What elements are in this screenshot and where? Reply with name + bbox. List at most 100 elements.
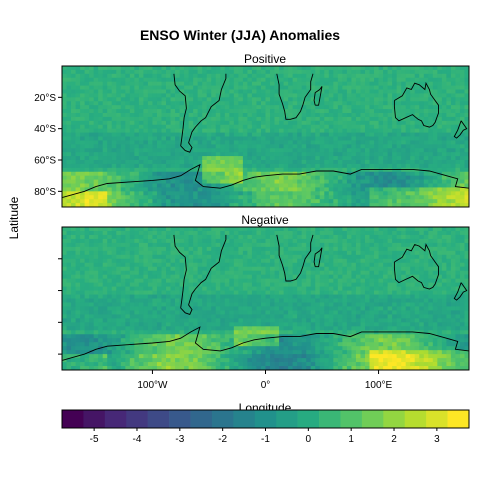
heatmap-cell	[233, 195, 239, 200]
heatmap-cell	[392, 148, 398, 153]
heatmap-cell	[220, 306, 226, 311]
heatmap-cell	[229, 105, 235, 110]
heatmap-cell	[102, 140, 108, 145]
heatmap-cell	[134, 113, 140, 118]
heatmap-cell	[116, 238, 122, 244]
heatmap-cell	[279, 124, 284, 130]
heatmap-cell	[161, 109, 167, 114]
heatmap-cell	[238, 66, 244, 71]
heatmap-cell	[80, 298, 86, 303]
heatmap-cell	[405, 101, 411, 106]
heatmap-cell	[387, 191, 393, 196]
heatmap-cell	[175, 326, 180, 331]
heatmap-cell	[215, 302, 221, 307]
heatmap-cell	[184, 113, 190, 118]
heatmap-cell	[260, 306, 266, 311]
heatmap-cell	[260, 266, 266, 272]
heatmap-cell	[441, 66, 447, 71]
heatmap-cell	[238, 191, 244, 196]
heatmap-cell	[270, 148, 275, 153]
heatmap-cell	[242, 120, 248, 126]
heatmap-cell	[156, 262, 162, 268]
heatmap-cell	[166, 85, 171, 90]
heatmap-cell	[315, 81, 321, 86]
heatmap-cell	[224, 330, 230, 335]
heatmap-cell	[229, 246, 235, 252]
heatmap-cell	[84, 85, 90, 90]
heatmap-cell	[134, 358, 140, 363]
heatmap-cell	[188, 195, 194, 200]
heatmap-cell	[401, 85, 407, 90]
heatmap-cell	[220, 310, 226, 315]
heatmap-cell	[401, 73, 407, 79]
heatmap-cell	[288, 69, 294, 75]
heatmap-cell	[374, 191, 379, 196]
heatmap-cell	[238, 69, 244, 75]
heatmap-cell	[446, 105, 452, 110]
heatmap-cell	[93, 294, 99, 299]
heatmap-cell	[138, 266, 144, 272]
heatmap-cell	[170, 322, 176, 327]
heatmap-cell	[75, 113, 81, 118]
heatmap-cell	[242, 350, 248, 355]
heatmap-cell	[193, 258, 199, 264]
heatmap-cell	[125, 266, 131, 272]
heatmap-cell	[215, 116, 221, 122]
heatmap-cell	[202, 203, 208, 207]
heatmap-cell	[134, 132, 140, 137]
heatmap-cell	[432, 152, 438, 157]
heatmap-cell	[107, 66, 113, 71]
heatmap-cell	[62, 246, 67, 252]
heatmap-cell	[283, 167, 289, 173]
heatmap-cell	[107, 358, 113, 363]
heatmap-cell	[405, 113, 411, 118]
coastline	[453, 120, 468, 139]
heatmap-cell	[333, 195, 339, 200]
heatmap-cell	[107, 362, 113, 367]
heatmap-cell	[129, 238, 135, 244]
heatmap-cell	[374, 85, 379, 90]
heatmap-cell	[419, 77, 425, 83]
heatmap-cell	[419, 93, 425, 98]
heatmap-cell	[270, 286, 275, 291]
heatmap-cell	[89, 354, 95, 359]
heatmap-cell	[211, 322, 217, 327]
heatmap-cell	[107, 278, 113, 284]
heatmap-cell	[89, 310, 95, 315]
heatmap-cell	[233, 148, 239, 153]
heatmap-cell	[306, 191, 312, 196]
heatmap-cell	[138, 322, 144, 327]
heatmap-cell	[75, 350, 81, 355]
heatmap-cell	[247, 266, 253, 272]
heatmap-cell	[89, 318, 95, 323]
heatmap-cell	[75, 362, 81, 367]
heatmap-cell	[184, 242, 190, 248]
heatmap-cell	[279, 195, 284, 200]
heatmap-cell	[464, 101, 469, 106]
heatmap-cell	[274, 199, 280, 204]
heatmap-cell	[419, 73, 425, 79]
heatmap-cell	[152, 254, 158, 260]
heatmap-cell	[360, 66, 366, 71]
heatmap-cell	[274, 183, 280, 188]
heatmap-cell	[215, 195, 221, 200]
heatmap-cell	[193, 199, 199, 204]
heatmap-cell	[129, 326, 135, 331]
heatmap-cell	[215, 342, 221, 347]
heatmap-cell	[98, 338, 104, 343]
heatmap-cell	[84, 77, 90, 83]
heatmap-cell	[143, 140, 149, 145]
heatmap-cell	[279, 128, 284, 133]
heatmap-cell	[197, 354, 203, 359]
heatmap-cell	[247, 310, 253, 315]
heatmap-cell	[107, 89, 113, 94]
heatmap-cell	[80, 278, 86, 284]
heatmap-cell	[215, 338, 221, 343]
heatmap-cell	[152, 318, 158, 323]
heatmap-cell	[111, 262, 117, 268]
heatmap-cell	[441, 81, 447, 86]
heatmap-cell	[184, 338, 190, 343]
heatmap-cell	[369, 113, 375, 118]
heatmap-cell	[111, 156, 117, 161]
heatmap-cell	[211, 199, 217, 204]
